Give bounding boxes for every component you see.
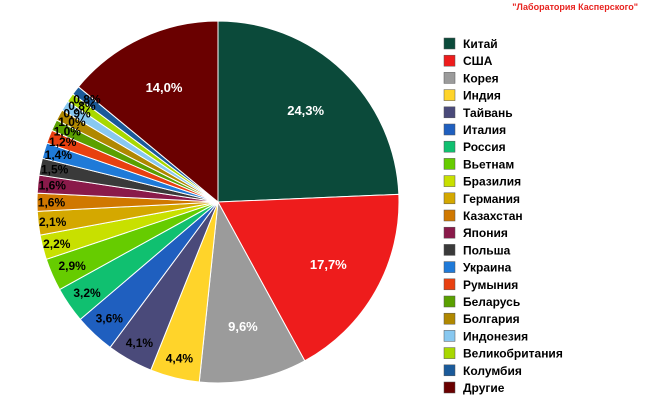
legend-label-болгария: Болгария bbox=[463, 312, 520, 326]
pie-slice-сша bbox=[217, 193, 400, 362]
slice-label-казахстан: 1,6% bbox=[38, 195, 66, 209]
legend-swatch-италия bbox=[443, 123, 456, 136]
legend-swatch-индия bbox=[443, 89, 456, 101]
slice-label-вьетнам: 2,9% bbox=[58, 259, 86, 273]
slice-label-италия: 3,6% bbox=[96, 312, 124, 326]
slice-label-колумбия: 0,8% bbox=[73, 92, 101, 106]
slice-label-сша: 17,7% bbox=[310, 257, 347, 272]
legend-swatch-индонезия bbox=[443, 330, 456, 342]
legend-label-вьетнам: Вьетнам bbox=[463, 157, 514, 171]
pie-slices bbox=[36, 20, 400, 384]
legend-label-казахстан: Казахстан bbox=[463, 209, 523, 223]
slice-label-россия: 3,2% bbox=[73, 286, 101, 300]
legend-swatch-вьетнам bbox=[443, 158, 456, 170]
legend-label-другие: Другие bbox=[463, 381, 505, 395]
legend-swatch-тайвань bbox=[443, 106, 456, 119]
legend-swatch-россия bbox=[443, 140, 456, 153]
slice-label-индия: 4,4% bbox=[166, 352, 194, 366]
legend-swatch-корея bbox=[443, 72, 456, 84]
slice-label-болгария: 1,0% bbox=[58, 115, 86, 129]
legend-swatch-румыния bbox=[443, 278, 456, 291]
slice-label-бразилия: 2,2% bbox=[43, 237, 71, 251]
legend-label-украина: Украина bbox=[463, 261, 512, 275]
legend-label-индонезия: Индонезия bbox=[463, 329, 528, 343]
slice-label-польша: 1,5% bbox=[41, 163, 69, 177]
legend-label-корея: Корея bbox=[463, 71, 499, 85]
legend-label-беларусь: Беларусь bbox=[463, 295, 520, 309]
slice-label-тайвань: 4,1% bbox=[126, 336, 154, 350]
legend-swatch-сша bbox=[443, 54, 456, 67]
legend-label-япония: Япония bbox=[463, 226, 508, 240]
legend-swatch-бразилия bbox=[443, 175, 456, 187]
legend-swatch-германия bbox=[443, 192, 456, 205]
legend-label-индия: Индия bbox=[463, 89, 501, 103]
legend-swatch-казахстан bbox=[443, 209, 456, 222]
source-watermark: "Лаборатория Касперского" bbox=[512, 2, 638, 12]
legend-swatch-великобритания bbox=[443, 347, 456, 359]
legend-swatch-беларусь bbox=[443, 295, 456, 308]
slice-label-корея: 9,6% bbox=[228, 319, 258, 334]
legend-swatch-болгария bbox=[443, 312, 456, 325]
legend: Китай США Корея Индия Тайвань Италия Россия Вье… bbox=[443, 37, 563, 395]
slice-label-германия: 2,1% bbox=[39, 215, 67, 229]
slice-labels: 24,3% 17,7% 9,6% 4,4% 4,1%3,6% 3,2% 2,9% 2,2% 2,… bbox=[38, 80, 347, 366]
legend-label-колумбия: Колумбия bbox=[463, 364, 522, 378]
legend-label-китай: Китай bbox=[463, 37, 498, 51]
slice-label-япония: 1,6% bbox=[39, 179, 67, 193]
legend-label-германия: Германия bbox=[463, 192, 520, 206]
pie-slice-китай bbox=[217, 20, 400, 203]
legend-swatch-китай bbox=[443, 37, 456, 50]
legend-swatch-япония bbox=[443, 226, 456, 239]
slice-label-великобритания: 0,8% bbox=[68, 99, 96, 113]
legend-label-италия: Италия bbox=[463, 123, 506, 137]
legend-label-бразилия: Бразилия bbox=[463, 175, 521, 189]
legend-swatch-другие bbox=[443, 381, 456, 394]
legend-swatch-украина bbox=[443, 261, 456, 273]
legend-swatch-колумбия bbox=[443, 364, 456, 377]
pie-slice-другие bbox=[77, 20, 219, 204]
legend-label-польша: Польша bbox=[463, 243, 511, 257]
slice-label-румыния: 1,2% bbox=[49, 135, 77, 149]
slice-label-китай: 24,3% bbox=[287, 103, 324, 118]
legend-label-румыния: Румыния bbox=[463, 278, 518, 292]
legend-label-сша: США bbox=[463, 54, 493, 68]
pie-slice-корея bbox=[198, 200, 306, 384]
slice-label-другие: 14,0% bbox=[146, 80, 183, 95]
slice-label-беларусь: 1,0% bbox=[54, 124, 82, 138]
slice-label-украина: 1,4% bbox=[45, 148, 73, 162]
legend-label-россия: Россия bbox=[463, 140, 506, 154]
legend-swatch-польша bbox=[443, 244, 456, 256]
legend-label-тайвань: Тайвань bbox=[463, 106, 513, 120]
slice-label-индонезия: 0,9% bbox=[63, 107, 91, 121]
legend-label-великобритания: Великобритания bbox=[463, 347, 563, 361]
